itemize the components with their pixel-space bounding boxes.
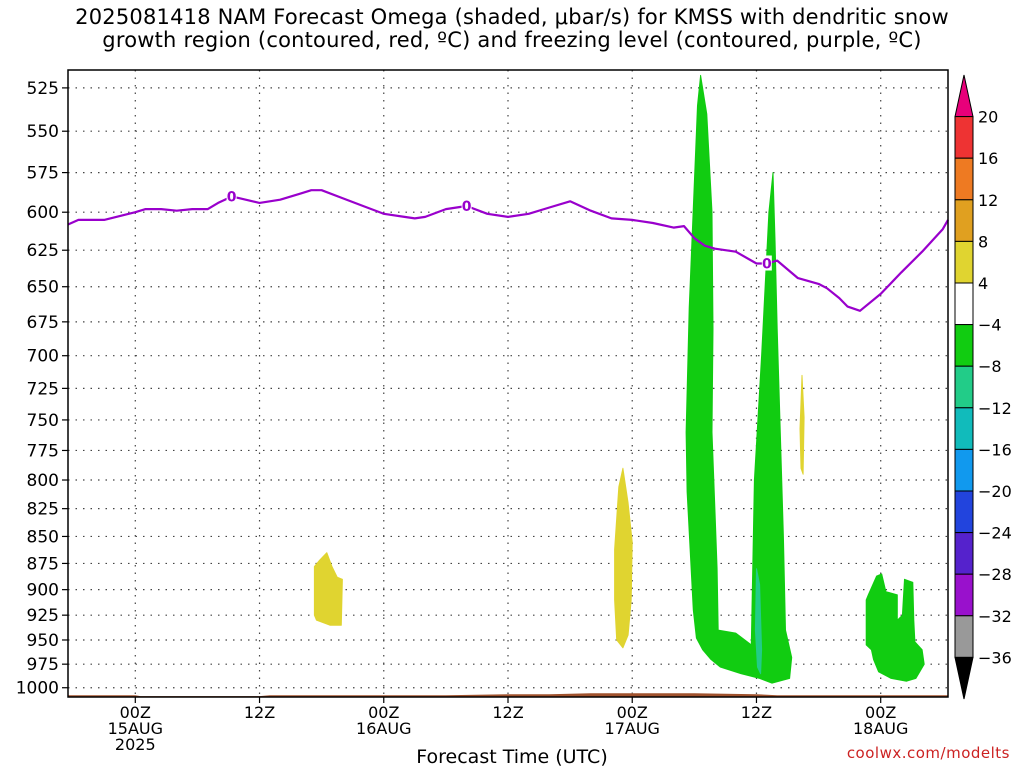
x-tick-label: 00Z xyxy=(120,703,151,722)
x-tick-label: 12Z xyxy=(741,703,772,722)
x-tick-label: 17AUG xyxy=(605,719,660,738)
y-tick-label: 650 xyxy=(27,278,59,298)
y-tick-label: 800 xyxy=(27,471,59,491)
y-tick-label: 625 xyxy=(27,241,59,261)
y-tick-label: 675 xyxy=(27,313,59,333)
colorbar-label: 4 xyxy=(978,274,988,293)
y-tick-label: 525 xyxy=(27,79,59,99)
freezing-label-bg xyxy=(461,197,472,213)
omega-region xyxy=(799,374,805,475)
y-tick-label: 850 xyxy=(27,527,59,547)
y-tick-label: 1000 xyxy=(16,679,59,699)
omega-region xyxy=(685,74,793,684)
colorbar-box xyxy=(954,407,974,450)
x-tick-label: 12Z xyxy=(492,703,523,722)
colorbar-label: −24 xyxy=(978,524,1012,543)
y-tick-label: 700 xyxy=(27,347,59,367)
x-tick-label: 18AUG xyxy=(853,719,908,738)
x-tick-label: 12Z xyxy=(244,703,275,722)
colorbar-box xyxy=(954,157,974,201)
omega-region xyxy=(865,573,925,682)
colorbar-label: −12 xyxy=(978,399,1012,418)
x-axis-label: Forecast Time (UTC) xyxy=(416,746,608,768)
freezing-label-bg xyxy=(761,255,772,271)
pressure-axis: 525 550 575 600 625 650 675 700 725 750 775 800 825 8… xyxy=(16,79,68,699)
colorbar-label: −4 xyxy=(978,316,1002,335)
colorbar-box xyxy=(954,199,974,242)
y-tick-label: 600 xyxy=(27,203,59,223)
omega-region xyxy=(754,568,763,675)
colorbar-label: 12 xyxy=(978,191,998,210)
colorbar-box xyxy=(954,490,974,534)
grid-lines xyxy=(68,70,948,697)
x-tick-label: 15AUG xyxy=(108,719,163,738)
chart-title-line1: 2025081418 NAM Forecast Omega (shaded, μ… xyxy=(75,5,949,29)
freezing-level-label: 0 xyxy=(227,190,237,206)
y-tick-label: 975 xyxy=(27,655,59,675)
y-tick-label: 925 xyxy=(27,606,59,626)
x-tick-label: 00Z xyxy=(865,703,896,722)
freezing-level-line xyxy=(67,189,949,312)
x-tick-label: 16AUG xyxy=(356,719,411,738)
omega-region xyxy=(614,467,633,649)
y-tick-label: 725 xyxy=(27,379,59,399)
watermark-link[interactable]: coolwx.com/modelts xyxy=(846,744,1010,762)
chart-title-line2: growth region (contoured, red, ºC) and f… xyxy=(102,28,922,52)
colorbar-label: −8 xyxy=(978,357,1002,376)
colorbar-box xyxy=(954,282,974,326)
colorbar-box xyxy=(954,365,974,409)
omega-colorbar: 20 16 12 8 4 −4 −8 −12 −16 −20 −24 −28 −32 −36 xyxy=(954,74,1012,700)
y-tick-label: 825 xyxy=(27,500,59,520)
colorbar-label: −20 xyxy=(978,482,1012,501)
freezing-level-contour: 0 0 0 xyxy=(67,188,949,312)
freezing-level-label: 0 xyxy=(762,257,772,273)
colorbar-label: 16 xyxy=(978,149,998,168)
colorbar-label: −16 xyxy=(978,440,1012,459)
x-tick-label: 2025 xyxy=(115,735,156,754)
colorbar-box xyxy=(954,448,974,492)
colorbar-label: 20 xyxy=(978,108,998,127)
ground-surface xyxy=(68,693,948,697)
y-tick-label: 950 xyxy=(27,631,59,651)
colorbar-label: −36 xyxy=(978,648,1012,667)
y-tick-label: 875 xyxy=(27,554,59,574)
colorbar-label: −32 xyxy=(978,607,1012,626)
colorbar-arrow-bottom xyxy=(954,656,974,700)
colorbar-label: −28 xyxy=(978,565,1012,584)
chart-title: 2025081418 NAM Forecast Omega (shaded, μ… xyxy=(0,6,1024,52)
x-tick-label: 00Z xyxy=(368,703,399,722)
y-tick-label: 550 xyxy=(27,122,59,142)
colorbar-box xyxy=(954,615,974,658)
omega-shading xyxy=(313,74,925,684)
y-tick-label: 575 xyxy=(27,164,59,184)
colorbar-arrow-top xyxy=(954,74,974,118)
colorbar-box xyxy=(954,573,974,617)
y-tick-label: 750 xyxy=(27,411,59,431)
y-tick-label: 900 xyxy=(27,581,59,601)
colorbar-label: 8 xyxy=(978,232,988,251)
colorbar-box xyxy=(954,324,974,367)
x-tick-label: 00Z xyxy=(617,703,648,722)
y-tick-label: 775 xyxy=(27,441,59,461)
colorbar-box xyxy=(954,532,974,575)
colorbar-box xyxy=(954,240,974,284)
freezing-label-bg xyxy=(226,188,237,204)
colorbar-box xyxy=(954,116,974,159)
ground-area xyxy=(68,693,948,697)
omega-region xyxy=(313,552,343,626)
freezing-level-label: 0 xyxy=(462,199,472,215)
